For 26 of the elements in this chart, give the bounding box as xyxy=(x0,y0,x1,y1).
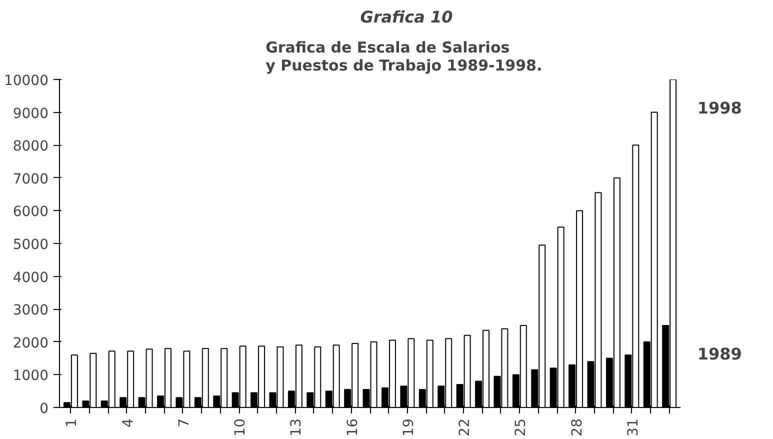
x-tick-label: 31 xyxy=(625,418,642,436)
y-tick-label: 4000 xyxy=(12,270,49,286)
y-tick-label: 3000 xyxy=(12,302,49,319)
y-tick-label: 10000 xyxy=(4,73,49,89)
y-tick-label: 1000 xyxy=(12,368,49,384)
series-label: 1998 xyxy=(697,98,742,118)
y-tick-label: 9000 xyxy=(12,106,49,122)
x-tick-label: 19 xyxy=(400,418,417,436)
x-tick-label: 25 xyxy=(513,418,530,436)
y-tick-label: 2000 xyxy=(12,335,49,352)
x-tick-label: 4 xyxy=(120,418,136,428)
x-tick-label: 22 xyxy=(457,418,474,436)
y-tick-label: 0 xyxy=(40,401,49,417)
x-tick-label: 13 xyxy=(288,418,305,436)
series-label: 1989 xyxy=(697,344,742,364)
chart-title: Grafica 10 xyxy=(360,8,453,26)
chart-subtitle: Grafica de Escala de Salarios y Puestos de Trabajo 1989-1998. xyxy=(266,38,542,74)
y-tick-label: 8000 xyxy=(12,138,49,155)
x-tick-label: 10 xyxy=(232,418,249,436)
x-tick-label: 16 xyxy=(344,418,361,436)
x-tick-label: 1 xyxy=(64,418,80,428)
y-tick-label: 5000 xyxy=(12,237,49,253)
x-tick-label: 7 xyxy=(176,418,192,428)
y-tick-label: 6000 xyxy=(12,204,49,220)
x-tick-label: 28 xyxy=(569,418,586,436)
y-tick-label: 7000 xyxy=(12,171,49,188)
